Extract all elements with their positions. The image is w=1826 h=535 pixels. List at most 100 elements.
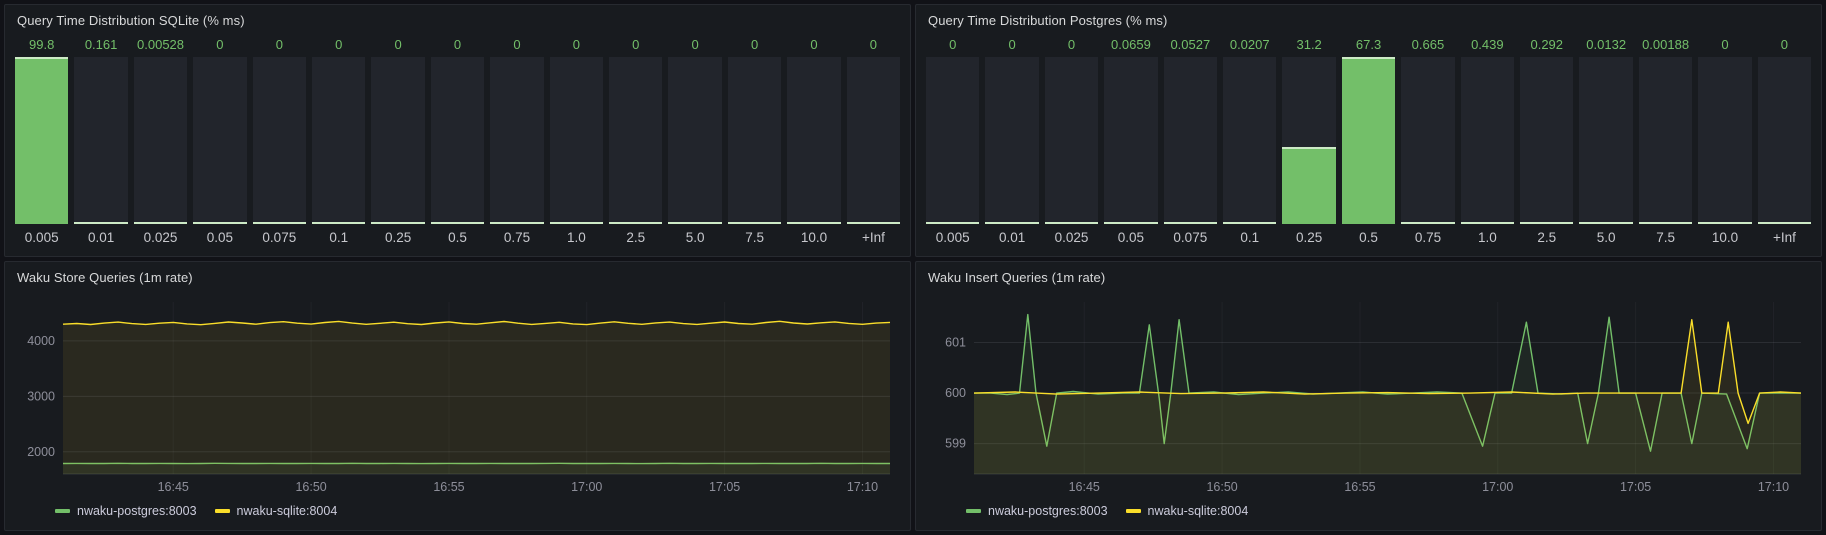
x-axis-tick-label: 16:50 [295,480,326,494]
chart-legend: nwaku-postgres:8003 nwaku-sqlite:8004 [928,498,1809,524]
x-axis-tick-label: 16:55 [433,480,464,494]
histogram-bar-fill [549,222,604,224]
histogram-bar-fill [15,57,69,224]
bar-value-label: 0 [335,37,343,52]
histogram-bar [1460,57,1515,224]
histogram-bar [74,57,128,224]
histogram-bar-fill [926,222,980,224]
y-axis-tick-label: 3000 [27,389,55,403]
bar-value-label: 0.00528 [137,37,185,52]
bar-value-label: 0.0132 [1586,37,1627,52]
insert-queries-chart: 599 600 601 16:45 16:50 16:55 17:00 17:05 17:10 [928,294,1809,498]
histogram-bar [430,57,485,224]
panel-header[interactable]: Waku Store Queries (1m rate) [5,262,910,292]
bucket-label: 10.0 [800,229,828,245]
bar-values-row: 0 0 0 0.0659 0.0527 0.0207 31.2 67.3 0.665 0.439 0… [926,37,1811,57]
panel-query-time-distribution-postgres: Query Time Distribution Postgres (% ms) … [915,4,1822,257]
panel-title[interactable]: Query Time Distribution Postgres (% ms) [928,12,1168,28]
bucket-label: 0.75 [1414,229,1442,245]
bar-value-label: 0 [691,37,699,52]
bucket-label: 0.005 [935,229,970,245]
y-axis-tick-label: 2000 [27,445,55,459]
histogram-bar [1044,57,1099,224]
bar-value-label: 0 [1008,37,1016,52]
bucket-label: 0.025 [1054,229,1089,245]
time-series-body: 2000 3000 4000 16:45 16:50 16:55 17:00 17:05 17:… [5,292,910,530]
histogram-bar-fill [1163,222,1218,224]
histogram-bar-fill [371,222,425,224]
histogram-bar-fill [193,222,247,224]
legend-item[interactable]: nwaku-sqlite:8004 [1125,504,1248,518]
bar-value-label: 0.665 [1411,37,1445,52]
panel-header[interactable]: Query Time Distribution Postgres (% ms) [916,5,1821,35]
histogram-bar [1282,57,1336,224]
histogram-bar [668,57,722,224]
bar-value-label: 0 [949,37,957,52]
histogram-bar-fill [985,222,1039,224]
bucket-label: 7.5 [1656,229,1675,245]
histogram-bar-fill [1638,222,1693,224]
histogram-bar-fill [252,222,307,224]
panel-waku-store-queries: Waku Store Queries (1m rate) 2000 3000 400… [4,261,911,531]
legend-item[interactable]: nwaku-postgres:8003 [966,504,1108,518]
panel-header[interactable]: Waku Insert Queries (1m rate) [916,262,1821,292]
legend-series-swatch [1125,509,1141,513]
bar-value-label: 0.0659 [1111,37,1151,52]
bucket-label: 0.75 [503,229,531,245]
histogram-bar-fill [1044,222,1099,224]
histogram-bar [1104,57,1158,224]
plot-area: 2000 3000 4000 16:45 16:50 16:55 17:00 17:05 17:… [27,302,891,494]
y-axis-tick-label: 4000 [27,334,55,348]
series-line [973,319,1802,425]
histogram-bar-fill [668,222,722,224]
x-axis-tick-label: 17:00 [1482,480,1513,494]
histogram-bar [985,57,1039,224]
bars-row [15,57,901,224]
bar-value-label: 31.2 [1296,37,1322,52]
bucket-label: 0.25 [1296,229,1323,245]
histogram-bar [1638,57,1693,224]
legend-item[interactable]: nwaku-postgres:8003 [55,504,197,518]
histogram-bar-fill [727,222,782,224]
bar-value-label: 0 [1780,37,1788,52]
histogram-bar [846,57,901,224]
histogram-bar [1341,57,1396,224]
panel-waku-insert-queries: Waku Insert Queries (1m rate) 599 600 601 1… [915,261,1822,531]
bucket-label: 1.0 [566,229,586,245]
legend-series-label: nwaku-postgres:8003 [77,504,197,518]
bucket-label: 0.05 [206,229,234,245]
bar-value-label: 0.439 [1471,37,1504,52]
histogram-bar-fill [1104,222,1158,224]
bucket-label: 5.0 [1596,229,1616,245]
legend-series-swatch [214,509,230,513]
bucket-label: 10.0 [1711,229,1739,245]
x-axis-tick-label: 16:45 [158,480,189,494]
histogram-bar [609,57,663,224]
histogram-bar-fill [1698,222,1752,224]
histogram-bar-fill [609,222,663,224]
histogram-bar [1579,57,1633,224]
bar-value-label: 0 [513,37,521,52]
x-axis-tick-label: 16:50 [1206,480,1237,494]
histogram-bar [1401,57,1455,224]
bar-value-label: 0.0527 [1170,37,1211,52]
panel-title[interactable]: Waku Insert Queries (1m rate) [928,269,1106,285]
bucket-label: 0.01 [998,229,1026,245]
histogram-bar-fill [1579,222,1633,224]
legend-series-swatch [966,509,981,513]
bar-value-label: 0 [750,37,759,52]
histogram-bar [1520,57,1574,224]
bucket-label: 0.025 [143,229,178,245]
bar-gauge-postgres: 0 0 0 0.0659 0.0527 0.0207 31.2 67.3 0.665 0.439 0… [916,35,1821,256]
bar-value-label: 0 [453,37,462,52]
bucket-label: 0.01 [87,229,115,245]
x-axis-tick-label: 17:10 [847,480,878,494]
histogram-bar [1757,57,1812,224]
panel-title[interactable]: Query Time Distribution SQLite (% ms) [17,12,245,28]
histogram-bar-fill [1520,222,1574,224]
panel-title[interactable]: Waku Store Queries (1m rate) [17,269,193,285]
panel-header[interactable]: Query Time Distribution SQLite (% ms) [5,5,910,35]
legend-series-swatch [55,509,70,513]
histogram-bar-fill [430,222,485,224]
legend-item[interactable]: nwaku-sqlite:8004 [214,504,337,518]
